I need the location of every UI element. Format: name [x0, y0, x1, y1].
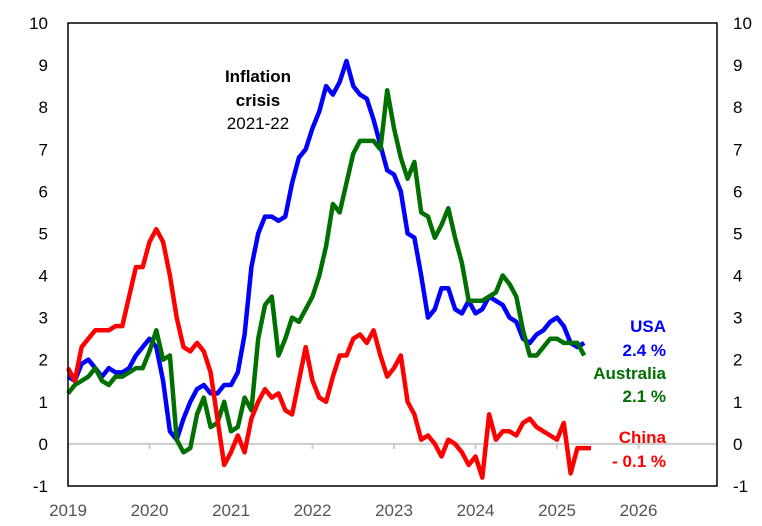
y-tick-label-left: 4	[39, 267, 48, 286]
y-tick-label-right: 4	[733, 267, 742, 286]
y-tick-label-left: 5	[39, 224, 48, 243]
y-tick-label-right: 6	[733, 182, 742, 201]
y-tick-label-left: 2	[39, 351, 48, 370]
y-tick-label-left: 0	[39, 435, 48, 454]
usa-value: 2.4 %	[623, 341, 666, 360]
y-tick-label-right: 8	[733, 98, 742, 117]
x-axis: 2019 2020 2021 2022 2023 2024 2025 2026	[49, 443, 658, 520]
y-tick-label-left: -1	[33, 477, 48, 496]
y-tick-label-right: 0	[733, 435, 742, 454]
y-tick-label-left: 8	[39, 98, 48, 117]
x-tick-label: 2022	[294, 501, 332, 520]
y-tick-label-left: 6	[39, 182, 48, 201]
x-tick-label: 2024	[457, 501, 495, 520]
y-tick-label-left: 10	[29, 14, 48, 33]
annotation-line-1: Inflation	[225, 67, 291, 86]
y-tick-label-right: 1	[733, 393, 742, 412]
australia-label: Australia	[593, 364, 666, 383]
y-tick-label-left: 9	[39, 56, 48, 75]
y-tick-label-right: -1	[733, 477, 748, 496]
x-tick-label: 2021	[212, 501, 250, 520]
annotation-line-2: crisis	[236, 91, 280, 110]
y-tick-label-right: 3	[733, 309, 742, 328]
series-line-china	[66, 226, 591, 480]
y-tick-label-right: 9	[733, 56, 742, 75]
x-tick-label: 2019	[49, 501, 87, 520]
series-labels: USA 2.4 % Australia 2.1 % China - 0.1 %	[593, 317, 666, 471]
usa-label: USA	[630, 317, 666, 336]
china-value: - 0.1 %	[612, 452, 666, 471]
x-tick-label: 2026	[620, 501, 658, 520]
y-tick-label-right: 5	[733, 224, 742, 243]
inflation-crisis-annotation: Inflation crisis 2021-22	[225, 67, 291, 133]
series-lines	[66, 58, 592, 480]
y-tick-label-left: 3	[39, 309, 48, 328]
y-tick-label-right: 2	[733, 351, 742, 370]
annotation-line-3: 2021-22	[227, 114, 289, 133]
china-label: China	[619, 428, 667, 447]
y-tick-label-left: 7	[39, 140, 48, 159]
x-tick-label: 2025	[538, 501, 576, 520]
x-tick-label: 2020	[131, 501, 169, 520]
y-tick-label-right: 7	[733, 140, 742, 159]
x-tick-label: 2023	[375, 501, 413, 520]
australia-value: 2.1 %	[623, 387, 666, 406]
plot-frame	[67, 22, 718, 487]
y-tick-label-left: 1	[39, 393, 48, 412]
y-tick-label-right: 10	[733, 14, 752, 33]
